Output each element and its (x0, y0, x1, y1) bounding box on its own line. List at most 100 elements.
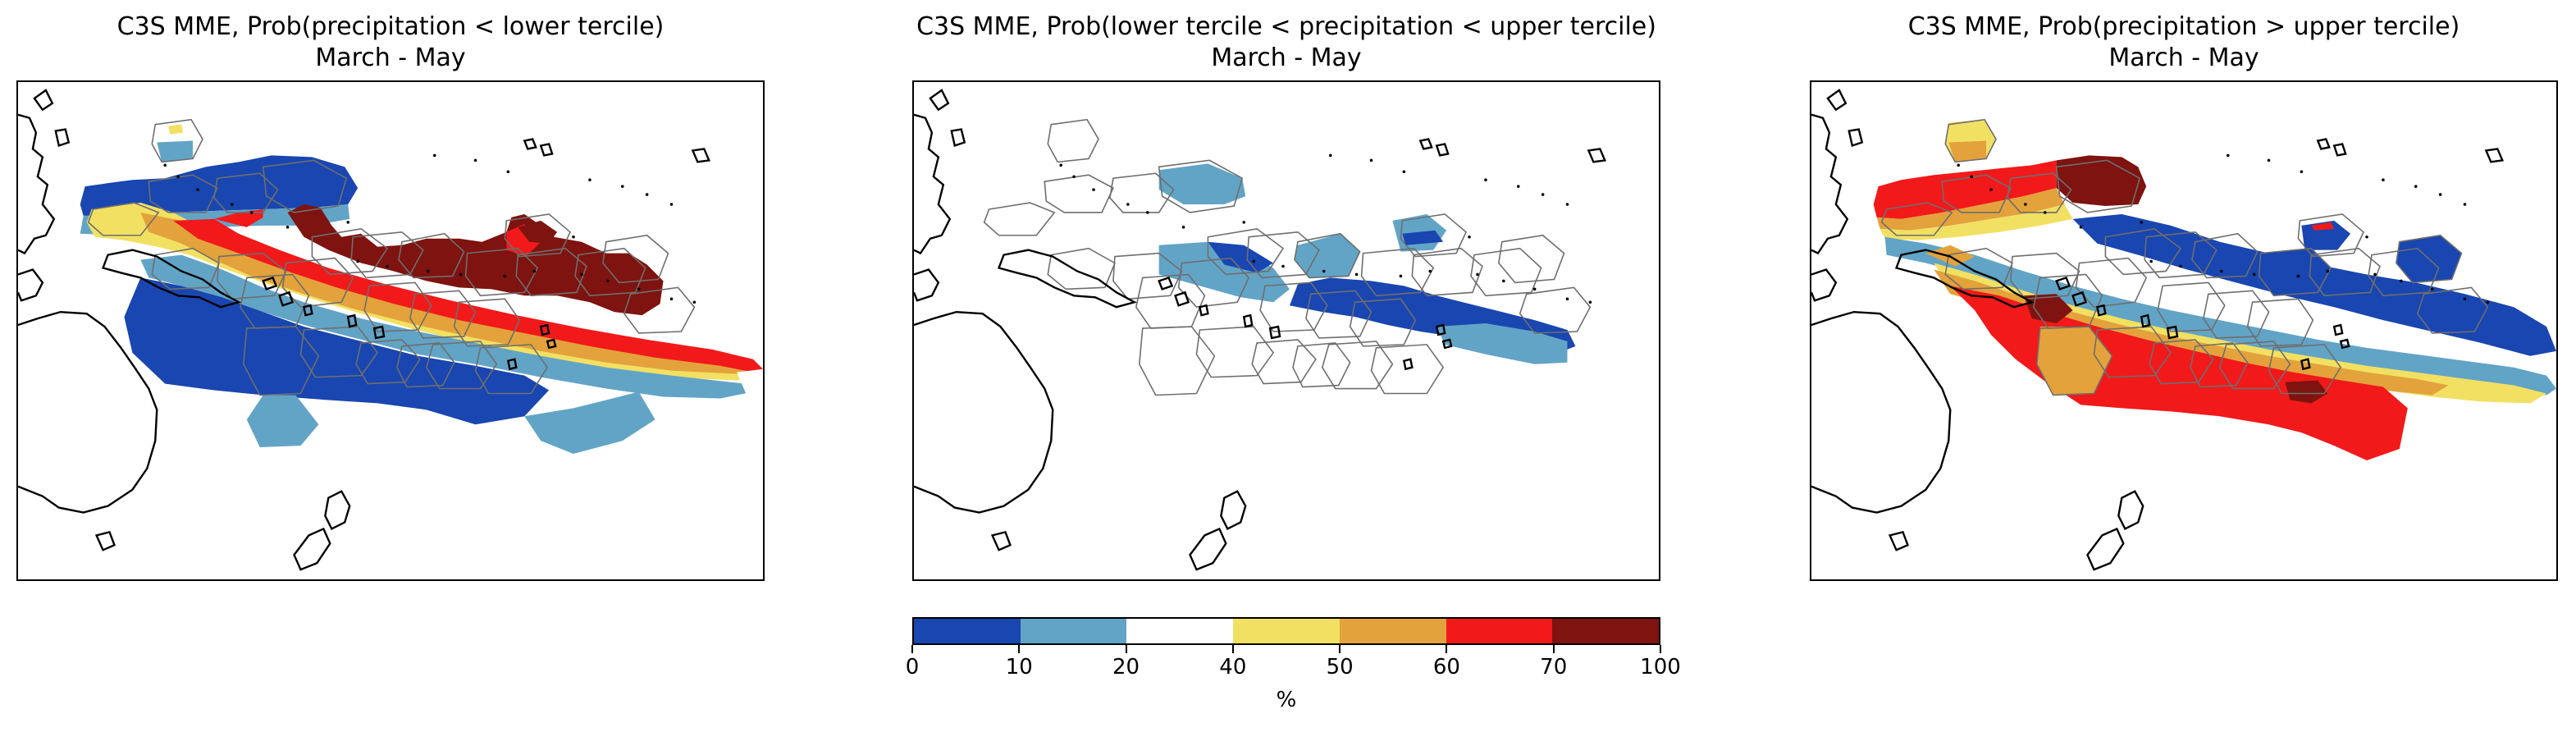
region-boundary (2203, 290, 2270, 339)
region-boundary (2149, 339, 2214, 385)
region-boundary (2055, 159, 2141, 213)
region-boundary (217, 252, 287, 300)
region-boundary (1044, 174, 1114, 213)
coastline (2484, 148, 2505, 163)
region-boundary (242, 326, 320, 396)
region-boundary (1944, 118, 1997, 163)
coastline (1158, 276, 1174, 291)
island-dot (432, 153, 436, 158)
coastline (539, 323, 550, 336)
map-normal-tercile[interactable] (912, 80, 1660, 581)
island-dot (285, 226, 290, 229)
coastline (18, 268, 44, 302)
island-dot (176, 175, 180, 179)
region-boundaries (1880, 118, 2489, 396)
map-above-tercile[interactable] (1810, 80, 2558, 581)
island-dot (1516, 185, 1520, 188)
coastline (372, 325, 386, 340)
region-boundary (2268, 344, 2342, 395)
field-below-lightblue-south (140, 254, 754, 399)
region-boundary (1112, 252, 1183, 300)
field-above-darkred-cell (2023, 294, 2073, 324)
field-below-darkred-blob (287, 204, 664, 316)
coastline (1435, 323, 1446, 336)
island-dot (1468, 235, 1471, 239)
coastline (546, 338, 557, 350)
island-dot (588, 178, 591, 182)
island-dot (163, 163, 167, 167)
coastline (1174, 291, 1190, 307)
island-dot (1428, 269, 1432, 273)
coastline (539, 143, 554, 157)
island-dot (1532, 287, 1537, 291)
coastline (1418, 138, 1433, 150)
colorbar-tick-label: 50 (1326, 655, 1354, 679)
coastline (346, 313, 358, 328)
coastline (293, 527, 331, 571)
coastline (990, 530, 1012, 551)
colorbar (912, 617, 1660, 645)
island-dot (2414, 185, 2418, 188)
coastline (914, 113, 952, 255)
coastline (2332, 143, 2347, 157)
region-boundary (1411, 247, 1483, 297)
region-boundary (398, 232, 465, 279)
coastline (506, 358, 518, 371)
island-dot (2179, 264, 2182, 268)
field-above-red-cell3 (2311, 222, 2335, 231)
panel-title-below: C3S MME, Prob(precipitation < lower terc… (16, 11, 765, 74)
island-dot (1565, 203, 1569, 206)
field-normal-blue-mid (1208, 241, 1274, 273)
region-boundary (425, 341, 498, 390)
field-above-yellow-south (1934, 263, 2547, 404)
coastline (1268, 325, 1281, 340)
region-boundary (1195, 326, 1275, 378)
island-dot (669, 203, 674, 206)
region-boundary (1941, 174, 2012, 213)
coastline (278, 291, 295, 307)
field-below-yellow-spot (168, 124, 184, 135)
field-below-red-band (173, 218, 763, 373)
island-dot (1145, 211, 1149, 214)
island-dot (356, 259, 359, 263)
coastline (2300, 358, 2311, 371)
region-boundary (148, 174, 218, 213)
region-boundary (1360, 247, 1435, 297)
map-below-tercile[interactable] (16, 80, 765, 581)
island-dot (1281, 264, 1285, 268)
field-above-yellow-north (1879, 204, 2073, 240)
field-below-lightblue-north-island (157, 140, 194, 162)
region-boundary (2416, 286, 2489, 334)
region-boundary (602, 234, 669, 284)
colorbar-bin-20-40 (1126, 619, 1234, 643)
colorbar-tick-label: 40 (1219, 655, 1247, 679)
island-dot (506, 170, 510, 174)
map-above-tercile-svg (1811, 89, 2556, 571)
coastline (18, 310, 158, 514)
coastline (1435, 143, 1450, 157)
colorbar-tick (1552, 645, 1555, 653)
colorbar-bin-50-60 (1339, 619, 1446, 643)
coastline (1587, 148, 1607, 163)
island-dot (606, 279, 610, 283)
panel-title-normal-line1: C3S MME, Prob(lower tercile < precipitat… (916, 12, 1656, 41)
region-boundary (311, 227, 389, 276)
coastline (1242, 313, 1254, 328)
island-dot (2267, 158, 2271, 162)
field-normal-lightblue-north (1158, 163, 1246, 205)
land-outlines (914, 89, 1607, 571)
island-dot (249, 211, 253, 214)
region-boundary (1519, 286, 1592, 334)
coastline (2086, 527, 2125, 571)
field-below-lightblue-se (246, 395, 319, 448)
island-dot (2486, 300, 2490, 304)
field-above-orange-north (1876, 188, 2065, 231)
region-boundary (1400, 213, 1468, 258)
coastline (1402, 358, 1414, 371)
island-dot (2400, 279, 2403, 283)
coastline (18, 113, 56, 255)
region-boundary (2396, 234, 2463, 284)
region-boundaries (983, 118, 1592, 396)
region-boundary (1349, 298, 1417, 347)
region-boundary (1158, 159, 1244, 213)
